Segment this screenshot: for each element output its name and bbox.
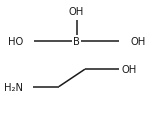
Text: OH: OH [130, 37, 145, 47]
Text: OH: OH [122, 65, 137, 75]
Text: B: B [73, 37, 80, 47]
Text: OH: OH [69, 7, 84, 17]
Text: HO: HO [8, 37, 23, 47]
Text: H₂N: H₂N [4, 82, 23, 92]
